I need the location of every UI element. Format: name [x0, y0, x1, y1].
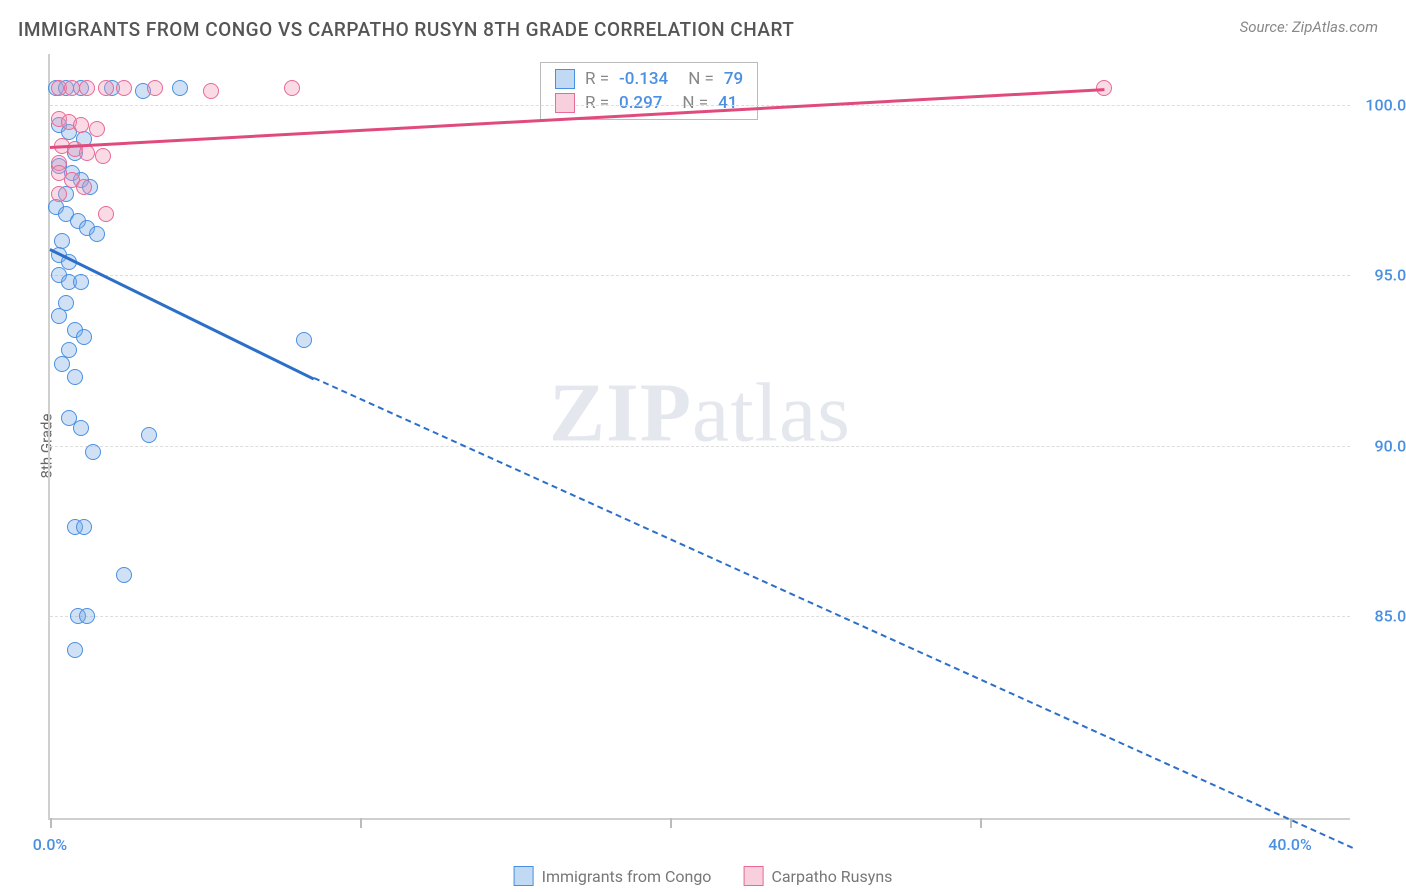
- data-point: [116, 80, 132, 96]
- n-label: N =: [688, 69, 714, 89]
- legend-item: Immigrants from Congo: [514, 866, 712, 886]
- gridline: [50, 616, 1350, 617]
- data-point: [76, 329, 92, 345]
- watermark: ZIPatlas: [549, 365, 851, 462]
- stats-row: R = -0.134 N = 79: [541, 67, 757, 91]
- x-tick-label: 0.0%: [33, 835, 67, 854]
- n-value: 79: [724, 69, 743, 89]
- trend-line: [49, 248, 314, 380]
- data-point: [73, 420, 89, 436]
- plot-area: ZIPatlas R =-0.134N =79R =0.297N =41 85.…: [48, 54, 1350, 820]
- data-point: [89, 226, 105, 242]
- y-tick-label: 100.0%: [1365, 96, 1406, 115]
- data-point: [89, 121, 105, 137]
- data-point: [51, 186, 67, 202]
- data-point: [203, 83, 219, 99]
- data-point: [116, 567, 132, 583]
- r-label: R =: [585, 93, 609, 113]
- y-tick-label: 95.0%: [1374, 266, 1406, 285]
- x-tick-label: 40.0%: [1268, 835, 1312, 854]
- data-point: [296, 332, 312, 348]
- legend-label: Immigrants from Congo: [542, 867, 712, 886]
- data-point: [51, 308, 67, 324]
- gridline: [50, 105, 1350, 106]
- x-tick: [360, 818, 362, 828]
- legend-swatch-icon: [555, 69, 575, 89]
- legend-swatch-icon: [743, 866, 763, 886]
- data-point: [54, 356, 70, 372]
- data-point: [79, 608, 95, 624]
- legend-swatch-icon: [514, 866, 534, 886]
- chart-source: Source: ZipAtlas.com: [1240, 18, 1378, 36]
- data-point: [73, 274, 89, 290]
- data-point: [95, 148, 111, 164]
- data-point: [67, 642, 83, 658]
- data-point: [79, 145, 95, 161]
- gridline: [50, 275, 1350, 276]
- chart-header: IMMIGRANTS FROM CONGO VS CARPATHO RUSYN …: [0, 0, 1406, 49]
- data-point: [67, 369, 83, 385]
- data-point: [73, 117, 89, 133]
- x-tick: [50, 818, 52, 828]
- series-legend: Immigrants from Congo Carpatho Rusyns: [514, 866, 893, 886]
- data-point: [284, 80, 300, 96]
- data-point: [79, 80, 95, 96]
- data-point: [76, 519, 92, 535]
- data-point: [98, 206, 114, 222]
- gridline: [50, 446, 1350, 447]
- data-point: [76, 179, 92, 195]
- x-tick: [980, 818, 982, 828]
- data-point: [85, 444, 101, 460]
- y-tick-label: 85.0%: [1374, 606, 1406, 625]
- data-point: [147, 80, 163, 96]
- data-point: [172, 80, 188, 96]
- data-point: [98, 80, 114, 96]
- data-point: [141, 427, 157, 443]
- trend-line: [313, 378, 1352, 850]
- x-tick: [670, 818, 672, 828]
- r-label: R =: [585, 69, 609, 89]
- legend-swatch-icon: [555, 93, 575, 113]
- legend-item: Carpatho Rusyns: [743, 866, 892, 886]
- data-point: [64, 80, 80, 96]
- legend-label: Carpatho Rusyns: [771, 867, 892, 886]
- chart-title: IMMIGRANTS FROM CONGO VS CARPATHO RUSYN …: [18, 18, 794, 41]
- r-value: 0.297: [619, 93, 662, 113]
- y-tick-label: 90.0%: [1374, 436, 1406, 455]
- r-value: -0.134: [619, 69, 668, 89]
